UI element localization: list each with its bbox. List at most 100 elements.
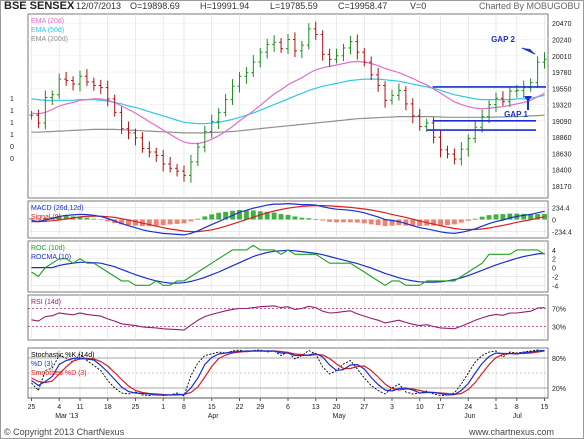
x-tick-label-19: 8 [515,404,519,411]
macd-hist-64 [472,218,478,220]
macd-hist-18 [153,219,159,226]
x-tick-label-10: 6 [286,404,290,411]
price-ytick-0: 20470 [552,21,572,28]
price-left-tick-1: 1 [10,108,14,115]
stoch-legend-1: %D (3) [31,361,53,368]
price-ytick-1: 20240 [552,37,572,44]
macd-hist-42 [320,219,326,221]
price-left-tick-3: 1 [10,132,14,139]
macd-hist-72 [528,214,534,220]
macd-hist-52 [389,219,395,226]
roc-ytick-3: -2 [552,274,558,281]
macd-hist-27 [216,212,222,220]
ema20-line [31,60,545,145]
macd-hist-32 [250,210,256,220]
x-tick-label-20: 15 [541,404,549,411]
macd-hist-74 [542,214,547,220]
macd-hist-34 [264,211,270,220]
x-tick-label-8: 22 [236,404,244,411]
ema200-line [31,114,545,134]
ema50-line [31,78,545,125]
x-tick-label-0: 25 [28,404,36,411]
close-label: C=19958.47 [338,1,388,11]
price-ytick-10: 18170 [552,184,572,191]
macd-hist-62 [458,219,464,223]
high-label: H=19991.94 [200,1,250,11]
volume-label: V=0 [410,1,427,11]
macd-hist-30 [237,209,242,220]
macd-hist-41 [313,218,319,220]
low-label: L=19785.59 [270,1,318,11]
x-tick-label-14: 3 [390,404,394,411]
macd-hist-8 [84,217,90,220]
roc-ytick-0: 4 [552,248,556,255]
symbol-label: BSE SENSEX [4,0,75,12]
roc-ytick-4: -4 [552,283,558,290]
macd-hist-67 [493,214,499,220]
price-ytick-5: 19320 [552,103,572,110]
date-label: 12/07/2013 [76,1,122,11]
macd-ytick-1: 0 [552,218,556,225]
macd-hist-1 [35,219,41,221]
site-label: www.chartnexus.com [468,427,554,437]
macd-hist-46 [347,219,353,223]
stoch-d-line [31,349,545,396]
stoch-legend-2: Smoothed %D (3) [31,370,87,377]
macd-hist-22 [181,219,187,224]
macd-hist-66 [486,215,492,220]
macd-hist-2 [42,218,48,220]
gap2-arrow-shaft [521,47,536,55]
macd-hist-39 [299,217,305,220]
gap2-label: GAP 2 [491,35,515,44]
macd-hist-20 [167,219,173,225]
x-tick-label-15: 10 [416,404,424,411]
macd-hist-36 [278,214,284,220]
macd-hist-0 [29,218,34,220]
x-tick-label-18: 1 [494,404,498,411]
x-tick-label-12: 20 [333,404,341,411]
macd-hist-10 [98,219,104,221]
macd-hist-24 [195,218,201,220]
macd-hist-28 [223,211,229,220]
x-tick-label-4: 25 [132,404,140,411]
price-ytick-7: 18860 [552,135,572,142]
macd-hist-31 [243,210,249,220]
price-ytick-4: 19550 [552,86,572,93]
roc-legend-1: ROCMA (10) [31,254,71,261]
x-tick-label-6: 8 [182,404,186,411]
macd-hist-63 [465,219,471,221]
macd-hist-9 [91,218,97,220]
x-tick-label-5: 1 [161,404,165,411]
macd-hist-14 [126,219,131,226]
price-legend-0: EMA (20d) [31,18,64,25]
macd-hist-7 [77,216,83,220]
copyright-label: © Copyright 2013 ChartNexus [4,427,125,437]
x-tick-label-7: 15 [208,404,216,411]
macd-hist-4 [56,215,62,220]
macd-hist-61 [451,219,457,225]
macd-hist-11 [105,219,111,222]
macd-hist-40 [306,218,312,220]
roc-line [31,244,545,286]
macd-hist-60 [445,219,450,226]
signal-line [31,205,545,233]
charted-by-label: Charted By MOBUGOBU [478,1,580,11]
price-left-tick-2: 1 [10,120,14,127]
open-label: O=19898.69 [130,1,180,11]
x-month-label-0: Mar '13 [55,413,78,420]
price-ytick-6: 19090 [552,119,572,126]
rsi-legend-0: RSI (14d) [31,299,61,306]
roc-ytick-2: 0 [552,266,556,273]
x-month-label-1: Apr [208,413,220,420]
roc-ytick-1: 2 [552,257,556,264]
macd-hist-55 [410,219,416,226]
macd-hist-65 [479,216,485,220]
price-legend-2: EMA (200d) [31,36,68,43]
macd-hist-38 [292,216,298,220]
stoch-legend-0: Stochastic %K (14d) [31,352,94,359]
macd-hist-58 [431,219,437,226]
macd-hist-45 [341,219,346,223]
macd-hist-54 [403,219,409,226]
macd-hist-68 [500,214,506,220]
